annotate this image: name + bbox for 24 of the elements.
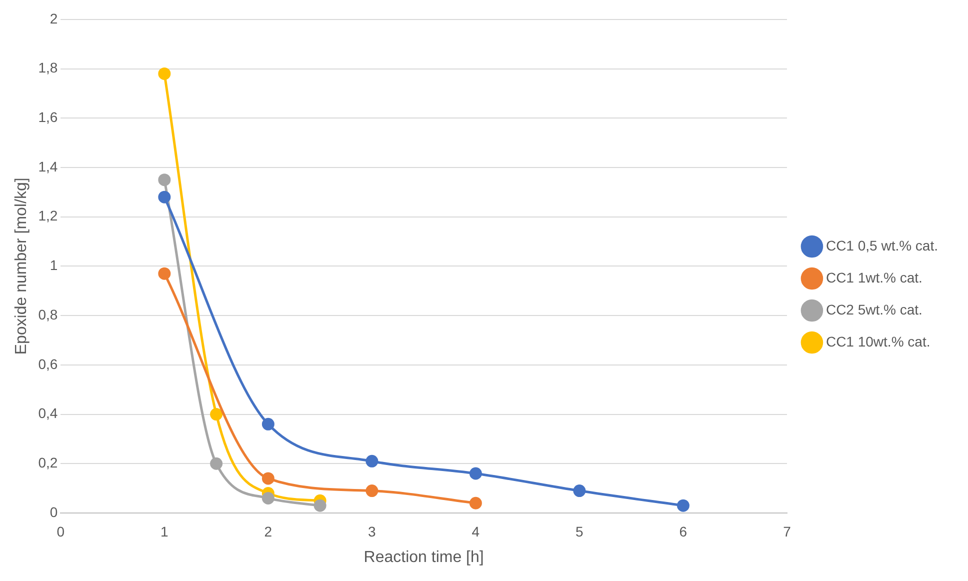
y-tick-label: 1,2 <box>38 208 58 224</box>
y-tick-label: 1,8 <box>38 60 58 76</box>
x-tick-label: 5 <box>576 523 584 540</box>
legend-label: CC1 0,5 wt.% cat. <box>826 237 938 254</box>
x-tick-label: 6 <box>679 523 688 540</box>
y-axis-title: Epoxide number [mol/kg] <box>13 178 30 355</box>
x-tick-label: 4 <box>472 523 480 540</box>
legend-label: CC1 1wt.% cat. <box>826 269 922 286</box>
y-tick-label: 0,2 <box>38 454 58 470</box>
x-tick-label: 7 <box>783 523 792 540</box>
y-tick-label: 0 <box>50 504 58 520</box>
y-tick-label: 0,6 <box>38 356 58 372</box>
legend-label: CC2 5wt.% cat. <box>826 301 922 318</box>
y-tick-label: 0,4 <box>38 405 58 422</box>
y-tick-label: 1,4 <box>38 158 58 174</box>
y-tick-label: 2 <box>50 10 58 26</box>
y-tick-label: 1,6 <box>38 108 58 125</box>
y-tick-label: 0,8 <box>38 306 58 322</box>
x-tick-label: 3 <box>368 523 376 540</box>
x-tick-label: 2 <box>264 523 272 540</box>
x-axis-title: Reaction time [h] <box>364 548 484 566</box>
legend-label: CC1 10wt.% cat. <box>826 333 930 350</box>
x-tick-label: 1 <box>160 523 169 540</box>
y-tick-label: 1 <box>50 257 58 274</box>
